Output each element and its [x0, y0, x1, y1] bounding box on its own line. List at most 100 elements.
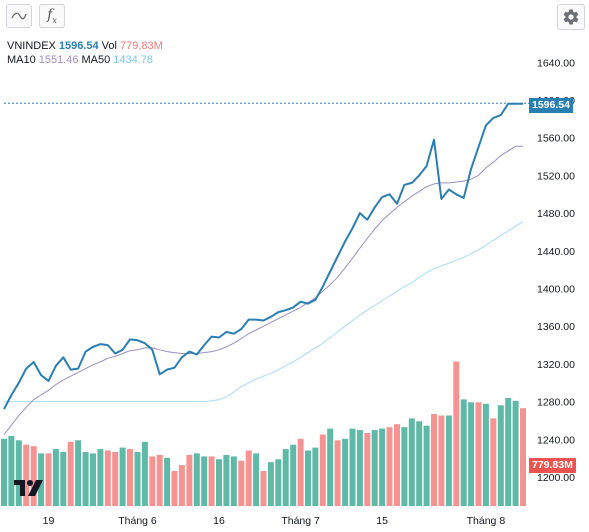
- volume-bar: [282, 449, 289, 506]
- volume-bar: [8, 435, 15, 506]
- volume-bar: [290, 444, 297, 506]
- volume-bar: [408, 418, 415, 506]
- volume-bar: [468, 402, 475, 506]
- volume-bar: [379, 428, 386, 506]
- legend-price-value: 1596.54: [58, 40, 99, 52]
- price-axis-label: 1320.00: [537, 359, 575, 371]
- price-axis-label: 1240.00: [537, 434, 575, 446]
- volume-bar: [401, 427, 408, 506]
- volume-bar: [193, 453, 200, 506]
- volume-bar: [30, 446, 37, 506]
- volume-bar: [475, 402, 482, 506]
- volume-bar: [356, 430, 363, 506]
- settings-button[interactable]: [557, 4, 585, 30]
- volume-bar: [497, 405, 504, 506]
- volume-bar: [1, 438, 7, 506]
- volume-bar: [505, 398, 512, 506]
- volume-bar: [104, 450, 111, 506]
- volume-bar: [52, 449, 59, 506]
- price-axis-label: 1480.00: [537, 208, 575, 220]
- volume-bar: [482, 403, 489, 506]
- volume-bar: [164, 457, 171, 506]
- volume-bar: [364, 433, 371, 506]
- price-axis-label: 1360.00: [537, 321, 575, 333]
- volume-bar: [245, 450, 252, 506]
- time-axis-label: Tháng 7: [281, 515, 320, 527]
- volume-bar: [216, 459, 222, 506]
- volume-bar: [171, 471, 178, 506]
- volume-bar: [75, 440, 82, 506]
- volume-bar: [520, 408, 526, 506]
- gear-icon: [563, 9, 579, 25]
- volume-bar: [23, 444, 30, 506]
- time-axis-label: Tháng 8: [467, 515, 506, 527]
- indicator-fx-icon: fx: [47, 7, 57, 25]
- series-line-vnindex: [3, 102, 523, 410]
- price-axis-label: 1200.00: [537, 472, 575, 484]
- line-chart-button[interactable]: [6, 4, 32, 28]
- volume-bar: [141, 441, 148, 506]
- volume-bar: [416, 421, 423, 506]
- legend-ma50-label: MA50: [81, 54, 111, 66]
- series-line-ma50: [4, 221, 524, 403]
- price-axis-label: 1400.00: [537, 284, 575, 296]
- time-axis-label: 19: [43, 515, 55, 527]
- tradingview-logo-icon: [14, 480, 43, 496]
- volume-bar: [134, 452, 141, 506]
- volume-bar: [297, 438, 304, 506]
- volume-bar: [371, 430, 378, 506]
- volume-bar: [445, 415, 452, 506]
- volume-bar: [67, 441, 74, 506]
- volume-bar: [327, 428, 334, 506]
- volume-bar: [45, 453, 52, 506]
- time-axis-label: 15: [376, 515, 388, 527]
- time-axis-label: Tháng 6: [118, 515, 157, 527]
- volume-bar: [394, 424, 400, 506]
- volume-bar: [349, 428, 356, 506]
- volume-bar: [490, 418, 497, 506]
- legend-symbol: VNINDEX: [7, 40, 56, 52]
- last-price-tag: 1596.54: [529, 98, 573, 113]
- volume-bar: [127, 449, 133, 506]
- volume-bar: [112, 452, 119, 506]
- volume-bar: [38, 453, 45, 506]
- legend-ma10-value: 1551.46: [38, 54, 79, 66]
- volume-bar: [319, 434, 326, 506]
- indicators-button[interactable]: fx: [39, 4, 65, 28]
- line-chart-icon: [11, 12, 27, 20]
- volume-bar: [15, 440, 22, 506]
- price-axis-label: 1560.00: [537, 133, 575, 145]
- volume-bar: [230, 456, 237, 506]
- volume-bar: [60, 452, 67, 506]
- legend-row-ma: MA10 1551.46 MA50 1434.78: [7, 54, 156, 67]
- last-volume-tag: 779.83M: [529, 458, 576, 473]
- volume-bar: [90, 453, 96, 506]
- volume-bar: [178, 465, 185, 506]
- volume-bar: [453, 361, 460, 506]
- volume-bar: [119, 447, 126, 506]
- volume-bar: [223, 454, 230, 506]
- volume-bar: [423, 425, 430, 506]
- price-axis-label: 1280.00: [537, 397, 575, 409]
- chart-toolbar: fx: [0, 0, 589, 34]
- volume-bar: [512, 400, 519, 506]
- legend-row-price: VNINDEX 1596.54 Vol 779,83M: [7, 40, 166, 53]
- price-axis-label: 1520.00: [537, 170, 575, 182]
- volume-bar: [386, 427, 393, 506]
- legend-ma50-value: 1434.78: [113, 54, 154, 66]
- volume-bar: [201, 456, 208, 506]
- time-axis-label: 16: [213, 515, 225, 527]
- volume-bar: [238, 460, 245, 506]
- legend-ma10-label: MA10: [7, 54, 36, 66]
- price-axis-label: 1640.00: [537, 57, 575, 69]
- volume-bar: [253, 453, 260, 506]
- volume-bar: [208, 456, 215, 506]
- series-line-ma10: [3, 145, 523, 435]
- volume-bar: [156, 454, 163, 506]
- volume-bar: [97, 449, 104, 506]
- volume-bar: [438, 415, 445, 506]
- legend-vol-value: 779,83M: [119, 40, 163, 52]
- legend-vol-label: Vol: [101, 40, 117, 52]
- price-axis-label: 1440.00: [537, 246, 575, 258]
